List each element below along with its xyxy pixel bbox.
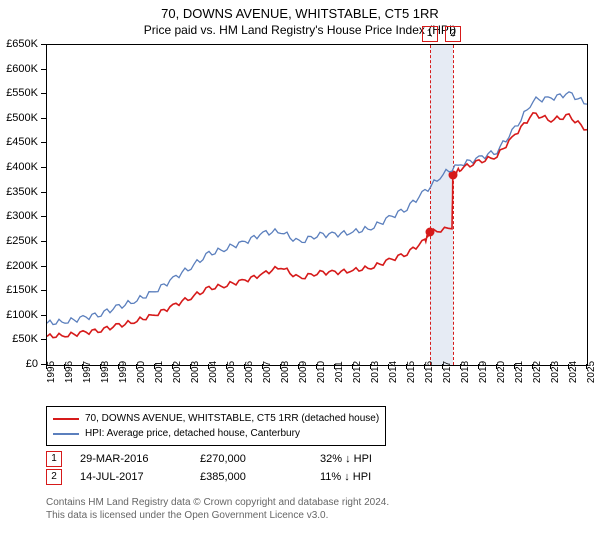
x-tick-label: 2008 (280, 361, 291, 383)
x-tick-label: 2004 (208, 361, 219, 383)
y-tick-label: £450K (0, 136, 38, 148)
plot-area (46, 44, 588, 366)
y-tick-label: £650K (0, 38, 38, 50)
series-hpi (47, 92, 587, 325)
x-tick-label: 2003 (190, 361, 201, 383)
y-tick-label: £50K (0, 333, 38, 345)
y-tick-label: £400K (0, 161, 38, 173)
x-tick-label: 2000 (136, 361, 147, 383)
transaction-date: 29-MAR-2016 (80, 453, 200, 465)
x-tick-label: 2013 (370, 361, 381, 383)
y-tick-label: £100K (0, 309, 38, 321)
chart-subtitle: Price paid vs. HM Land Registry's House … (0, 21, 600, 41)
transaction-delta: 11% ↓ HPI (320, 471, 440, 483)
footer-line: This data is licensed under the Open Gov… (46, 509, 389, 522)
x-tick-label: 2020 (496, 361, 507, 383)
transaction-index-box: 2 (46, 469, 62, 485)
transaction-row: 1 29-MAR-2016£270,00032% ↓ HPI (46, 450, 440, 468)
y-tick-label: £600K (0, 63, 38, 75)
x-tick-label: 2018 (460, 361, 471, 383)
transaction-date: 14-JUL-2017 (80, 471, 200, 483)
x-tick-label: 1998 (100, 361, 111, 383)
y-tick-label: £250K (0, 235, 38, 247)
x-tick-label: 2002 (172, 361, 183, 383)
x-tick-label: 2006 (244, 361, 255, 383)
x-tick-label: 2014 (388, 361, 399, 383)
x-tick-label: 1995 (46, 361, 57, 383)
chart-title: 70, DOWNS AVENUE, WHITSTABLE, CT5 1RR (0, 0, 600, 21)
transaction-price: £385,000 (200, 471, 320, 483)
x-tick-label: 1999 (118, 361, 129, 383)
y-tick-label: £550K (0, 87, 38, 99)
transaction-row: 2 14-JUL-2017£385,00011% ↓ HPI (46, 468, 440, 486)
x-tick-label: 2007 (262, 361, 273, 383)
x-tick-label: 2016 (424, 361, 435, 383)
legend-swatch (53, 433, 79, 435)
legend-label: HPI: Average price, detached house, Cant… (85, 428, 300, 439)
legend-label: 70, DOWNS AVENUE, WHITSTABLE, CT5 1RR (d… (85, 413, 379, 424)
footer-line: Contains HM Land Registry data © Crown c… (46, 496, 389, 509)
legend: 70, DOWNS AVENUE, WHITSTABLE, CT5 1RR (d… (46, 406, 386, 446)
x-tick-label: 2010 (316, 361, 327, 383)
footer: Contains HM Land Registry data © Crown c… (46, 496, 389, 522)
x-tick-label: 2011 (334, 361, 345, 383)
x-tick-label: 2015 (406, 361, 417, 383)
y-tick-label: £0 (0, 358, 38, 370)
legend-row: 70, DOWNS AVENUE, WHITSTABLE, CT5 1RR (d… (53, 411, 379, 426)
series-svg (47, 45, 587, 365)
transaction-delta: 32% ↓ HPI (320, 453, 440, 465)
legend-swatch (53, 418, 79, 420)
legend-row: HPI: Average price, detached house, Cant… (53, 426, 379, 441)
x-tick-label: 2012 (352, 361, 363, 383)
x-tick-label: 2022 (532, 361, 543, 383)
marker-box: 1 (422, 26, 438, 42)
transaction-index-box: 1 (46, 451, 62, 467)
x-tick-label: 2001 (154, 361, 165, 383)
x-tick-label: 2009 (298, 361, 309, 383)
y-tick-label: £300K (0, 210, 38, 222)
transaction-price: £270,000 (200, 453, 320, 465)
x-tick-label: 1996 (64, 361, 75, 383)
y-tick-label: £350K (0, 186, 38, 198)
x-tick-label: 2023 (550, 361, 561, 383)
x-tick-label: 1997 (82, 361, 93, 383)
y-tick-label: £500K (0, 112, 38, 124)
x-tick-label: 2025 (586, 361, 597, 383)
marker-box: 2 (445, 26, 461, 42)
x-tick-label: 2005 (226, 361, 237, 383)
transactions-table: 1 29-MAR-2016£270,00032% ↓ HPI 2 14-JUL-201… (46, 450, 440, 486)
x-tick-label: 2021 (514, 361, 525, 383)
x-tick-label: 2019 (478, 361, 489, 383)
x-tick-label: 2024 (568, 361, 579, 383)
x-tick-label: 2017 (442, 361, 453, 383)
series-property (47, 113, 587, 338)
y-tick-label: £150K (0, 284, 38, 296)
y-tick-label: £200K (0, 260, 38, 272)
